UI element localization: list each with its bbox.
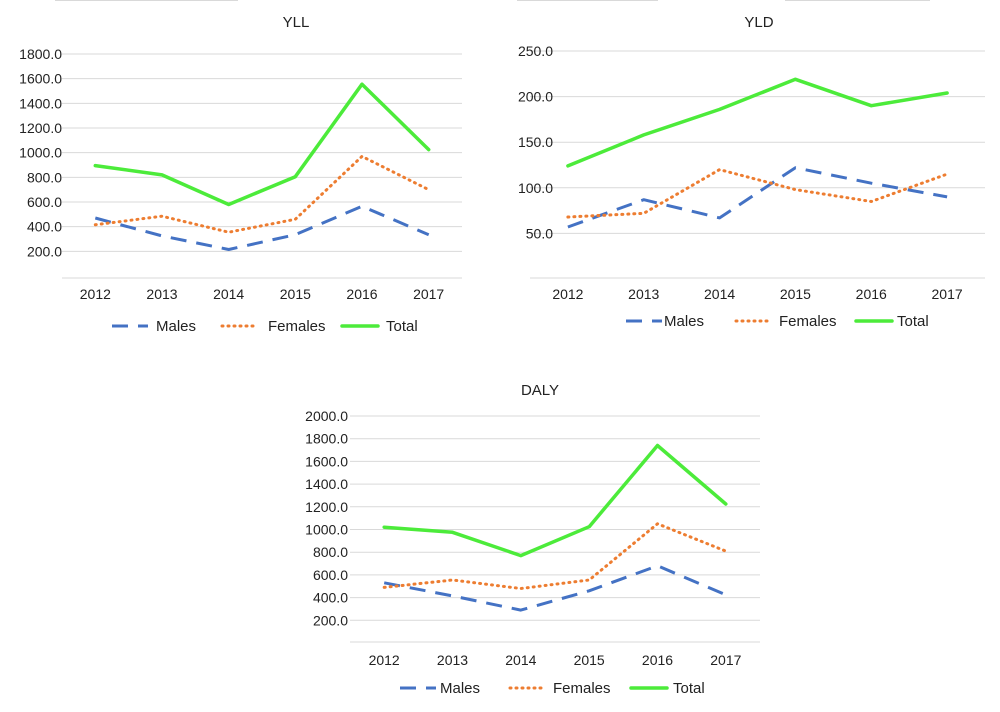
series-line-males [383,564,727,612]
y-tick-label: 100.0 [518,180,553,196]
legend-label-females: Females [553,680,611,697]
y-tick-label: 400.0 [313,590,348,606]
x-tick-label: 2012 [552,286,583,302]
y-tick-label: 1000.0 [19,145,62,161]
legend-label-total: Total [386,318,418,335]
legend-label-males: Males [156,318,196,335]
x-tick-label: 2014 [213,286,244,302]
chart-title: DALY [521,382,559,399]
x-tick-label: 2017 [413,286,444,302]
x-tick-label: 2014 [704,286,735,302]
y-tick-label: 1200.0 [305,499,348,515]
x-tick-label: 2013 [628,286,659,302]
y-tick-label: 150.0 [518,134,553,150]
legend-label-total: Total [897,313,929,330]
x-tick-label: 2016 [346,286,377,302]
y-tick-label: 200.0 [27,243,62,259]
x-tick-label: 2012 [80,286,111,302]
yll-chart: YLL 200.0 400.0 600.0 800.0 1000.0 1200.0 1400.… [19,14,462,335]
series-line-males [94,204,430,251]
chart-title: YLD [744,14,773,31]
legend-label-females: Females [779,313,837,330]
series-line-males [567,166,948,229]
y-tick-label: 1600.0 [305,453,348,469]
y-tick-label: 200.0 [518,89,553,105]
x-tick-label: 2015 [280,286,311,302]
series-line-total [93,82,431,207]
x-tick-label: 2012 [369,652,400,668]
series-line-total [566,77,949,168]
series-line-females [566,168,949,219]
y-tick-label: 800.0 [27,169,62,185]
legend-label-total: Total [673,680,705,697]
y-tick-label: 1800.0 [305,431,348,447]
y-tick-label: 800.0 [313,544,348,560]
legend-label-males: Males [440,680,480,697]
series-line-total [382,443,728,558]
legend-label-males: Males [664,313,704,330]
chart-title: YLL [283,14,310,31]
x-tick-label: 2015 [780,286,811,302]
x-tick-label: 2013 [437,652,468,668]
x-tick-label: 2014 [505,652,536,668]
y-tick-label: 200.0 [313,612,348,628]
y-tick-label: 1800.0 [19,46,62,62]
x-tick-label: 2015 [574,652,605,668]
x-tick-label: 2016 [856,286,887,302]
y-tick-label: 1400.0 [19,95,62,111]
y-tick-label: 600.0 [27,194,62,210]
series-line-females [382,522,728,590]
y-tick-label: 1600.0 [19,71,62,87]
x-tick-label: 2013 [146,286,177,302]
y-tick-label: 1200.0 [19,120,62,136]
yld-chart: YLD 50.0 100.0 150.0 200.0 250.0 2012 2013 2014 2… [518,14,985,330]
y-tick-label: 1400.0 [305,476,348,492]
series-line-females [93,154,431,234]
x-tick-label: 2017 [710,652,741,668]
y-tick-label: 600.0 [313,567,348,583]
y-tick-label: 1000.0 [305,522,348,538]
y-tick-label: 400.0 [27,219,62,235]
y-tick-label: 50.0 [526,225,553,241]
x-tick-label: 2016 [642,652,673,668]
y-tick-label: 250.0 [518,43,553,59]
x-tick-label: 2017 [932,286,963,302]
legend-label-females: Females [268,318,326,335]
daly-chart: DALY 200.0 400.0 600.0 800.0 1000.0 1200.0 1400… [305,382,760,697]
y-tick-label: 2000.0 [305,408,348,424]
